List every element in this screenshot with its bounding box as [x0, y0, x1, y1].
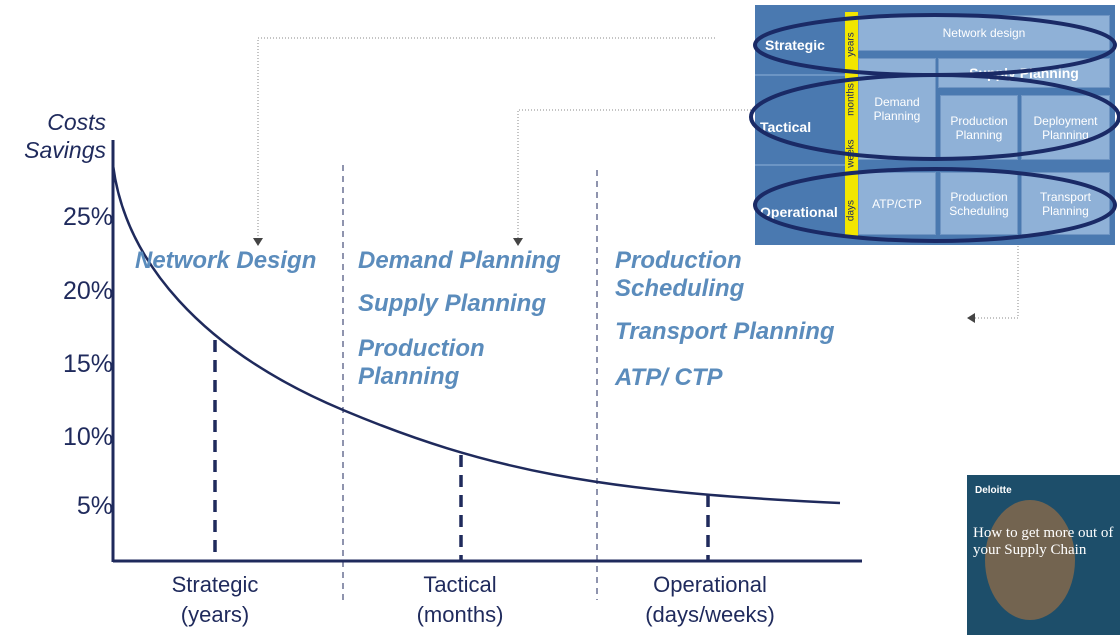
horizon-label: weeks [845, 139, 857, 168]
row-label: Strategic [765, 37, 825, 53]
y-tick: 5% [76, 492, 113, 520]
matrix-cell: Transport Planning [1021, 172, 1110, 235]
phase-caption: Tactical (months) [350, 570, 570, 630]
matrix-cell: ATP/CTP [858, 172, 936, 235]
y-title: Costs Savings [18, 108, 106, 164]
phase-label: Strategic [171, 572, 259, 597]
matrix-cell: Demand Planning [858, 58, 936, 160]
thumbnail-brand: Deloitte [975, 485, 1012, 496]
thumbnail-title: How to get more out of your Supply Chain [973, 525, 1114, 558]
matrix-cell: Production Planning [940, 95, 1018, 160]
horizon-label: months [845, 83, 857, 116]
y-tick: 20% [62, 277, 113, 305]
phase-unit: (months) [416, 602, 504, 627]
phase-label: Tactical [423, 572, 497, 597]
row-label: Operational [760, 204, 838, 220]
phase-item: Production Scheduling [615, 247, 745, 302]
y-title-line: Savings [24, 137, 106, 163]
y-tick: 15% [62, 350, 113, 378]
phase-item: ATP/ CTP [615, 364, 723, 391]
matrix-cell: Supply Planning [938, 58, 1110, 88]
phase-item: Transport Planning [615, 318, 835, 345]
matrix-cell: Production Scheduling [940, 172, 1018, 235]
phase-unit: (years) [180, 602, 250, 627]
y-tick: 10% [62, 423, 113, 451]
phase-item: Supply Planning [358, 290, 547, 317]
horizon-label: days [845, 199, 857, 222]
horizon-label: years [845, 32, 857, 57]
matrix-cell: Network design [858, 15, 1110, 51]
phase-caption: Operational (days/weeks) [600, 570, 820, 630]
matrix-cell: Deployment Planning [1021, 95, 1110, 160]
row-label: Tactical [760, 119, 812, 135]
y-title-line: Costs [47, 109, 106, 135]
phase-unit: (days/weeks) [645, 602, 775, 627]
phase-label: Operational [653, 572, 767, 597]
phase-caption: Strategic (years) [115, 570, 315, 630]
phase-item: Demand Planning [358, 247, 561, 274]
phase-item: Production Planning [358, 335, 485, 390]
y-tick: 25% [62, 203, 113, 231]
phase-item: Network Design [135, 247, 317, 274]
